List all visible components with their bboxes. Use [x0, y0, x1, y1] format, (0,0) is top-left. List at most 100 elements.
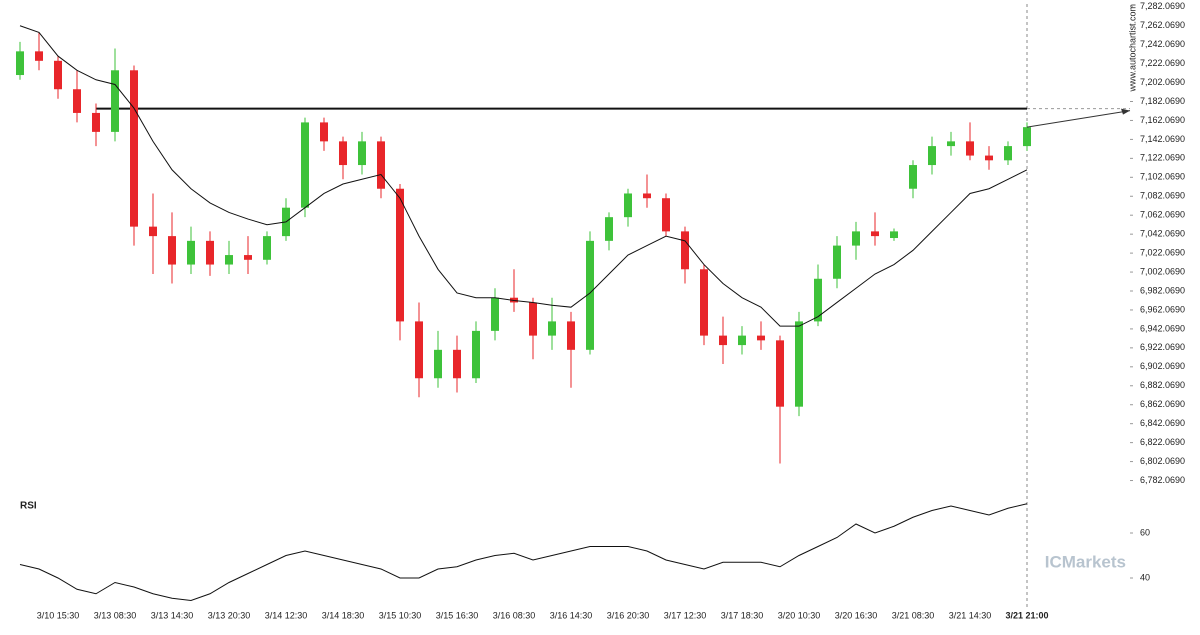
candle-body: [567, 321, 575, 350]
candle-body: [187, 240, 195, 265]
y-tick-label: 7,082.0690: [1140, 191, 1185, 201]
moving-average: [19, 25, 1028, 327]
candle-body: [263, 236, 271, 260]
projection-arrow: [1026, 110, 1131, 128]
rsi-tick-label: 40: [1140, 572, 1150, 582]
y-tick-label: 6,902.0690: [1140, 361, 1185, 371]
candle-body: [92, 112, 100, 132]
candle-body: [928, 146, 936, 166]
candle-body: [491, 297, 499, 331]
x-tick-label: 3/14 12:30: [265, 610, 308, 620]
y-tick-label: 6,782.0690: [1140, 475, 1185, 485]
candle-body: [529, 302, 537, 336]
candle-body: [168, 236, 176, 265]
y-tick-label: 7,242.0690: [1140, 39, 1185, 49]
x-tick-label: 3/15 10:30: [379, 610, 422, 620]
candle-body: [814, 278, 822, 322]
candle-body: [225, 255, 233, 265]
candle-body: [453, 349, 461, 379]
candle-body: [586, 240, 594, 350]
y-tick-label: 7,022.0690: [1140, 247, 1185, 257]
candle-body: [1004, 146, 1012, 161]
candle-body: [966, 141, 974, 156]
candle-body: [719, 335, 727, 346]
y-tick-label: 7,282.0690: [1140, 1, 1185, 11]
candle-body: [624, 193, 632, 218]
candle-body: [73, 89, 81, 113]
y-tick-label: 7,262.0690: [1140, 20, 1185, 30]
candle-body: [852, 231, 860, 246]
x-tick-label: 3/16 20:30: [607, 610, 650, 620]
x-tick-label: 3/13 14:30: [151, 610, 194, 620]
y-tick-label: 7,202.0690: [1140, 77, 1185, 87]
y-tick-label: 7,142.0690: [1140, 134, 1185, 144]
candle-body: [662, 198, 670, 232]
x-tick-label: 3/21 14:30: [949, 610, 992, 620]
y-tick-label: 6,842.0690: [1140, 418, 1185, 428]
source-text: www.autochartist.com: [1127, 4, 1137, 93]
y-tick-label: 7,122.0690: [1140, 153, 1185, 163]
candle-body: [1023, 127, 1031, 147]
rsi-title: RSI: [20, 501, 37, 512]
candle-body: [548, 321, 556, 336]
x-tick-label: 3/16 14:30: [550, 610, 593, 620]
candle-body: [358, 141, 366, 166]
x-tick-label: 3/17 18:30: [721, 610, 764, 620]
y-tick-label: 6,882.0690: [1140, 380, 1185, 390]
candle-body: [700, 269, 708, 336]
candle-body: [795, 321, 803, 407]
y-tick-label: 7,042.0690: [1140, 229, 1185, 239]
y-tick-label: 7,062.0690: [1140, 210, 1185, 220]
y-tick-label: 6,862.0690: [1140, 399, 1185, 409]
y-tick-label: 6,982.0690: [1140, 285, 1185, 295]
y-tick-label: 6,942.0690: [1140, 323, 1185, 333]
candle-body: [396, 188, 404, 322]
y-tick-label: 7,222.0690: [1140, 58, 1185, 68]
candle-body: [776, 340, 784, 407]
y-tick-label: 6,962.0690: [1140, 304, 1185, 314]
watermark: ICMarkets: [1045, 552, 1126, 571]
candle-body: [947, 141, 955, 147]
y-tick-label: 6,922.0690: [1140, 342, 1185, 352]
x-tick-label: 3/20 16:30: [835, 610, 878, 620]
candle-body: [909, 165, 917, 189]
candle-body: [377, 141, 385, 189]
candle-body: [643, 193, 651, 199]
candle-body: [757, 335, 765, 341]
x-tick-label: 3/21 21:00: [1005, 610, 1048, 620]
candle-body: [111, 70, 119, 132]
rsi-tick-label: 60: [1140, 527, 1150, 537]
candle-body: [339, 141, 347, 166]
candle-body: [149, 226, 157, 237]
y-tick-label: 7,102.0690: [1140, 172, 1185, 182]
x-tick-label: 3/21 08:30: [892, 610, 935, 620]
candle-body: [206, 240, 214, 265]
candle-body: [130, 70, 138, 227]
x-tick-label: 3/20 10:30: [778, 610, 821, 620]
candle-body: [415, 321, 423, 379]
y-tick-label: 7,162.0690: [1140, 115, 1185, 125]
x-tick-label: 3/13 08:30: [94, 610, 137, 620]
candle-body: [16, 51, 24, 76]
candle-body: [472, 330, 480, 379]
x-tick-label: 3/13 20:30: [208, 610, 251, 620]
candle-body: [681, 231, 689, 270]
y-tick-label: 7,182.0690: [1140, 96, 1185, 106]
x-tick-label: 3/15 16:30: [436, 610, 479, 620]
candle-body: [833, 245, 841, 279]
y-tick-label: 6,822.0690: [1140, 437, 1185, 447]
candle-body: [871, 231, 879, 237]
candle-body: [244, 255, 252, 260]
rsi-line: [19, 503, 1028, 602]
y-tick-label: 7,002.0690: [1140, 266, 1185, 276]
candle-body: [434, 349, 442, 379]
x-tick-label: 3/14 18:30: [322, 610, 365, 620]
candle-body: [54, 60, 62, 90]
candle-body: [985, 155, 993, 161]
arrow-head: [1121, 108, 1130, 115]
candle-body: [35, 51, 43, 61]
candle-body: [738, 335, 746, 346]
candle-body: [890, 231, 898, 239]
